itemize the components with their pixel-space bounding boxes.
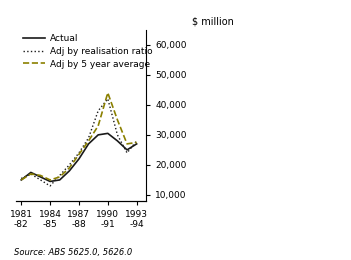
- Actual: [67, 169, 72, 172]
- Adj by realisation ratio: [67, 163, 72, 166]
- Actual: [106, 132, 110, 135]
- Adj by realisation ratio: [86, 136, 91, 139]
- Adj by 5 year average: [29, 172, 33, 176]
- Adj by 5 year average: [19, 178, 23, 181]
- Actual: [115, 139, 120, 142]
- Legend: Actual, Adj by realisation ratio, Adj by 5 year average: Actual, Adj by realisation ratio, Adj by…: [21, 32, 154, 70]
- Adj by 5 year average: [106, 91, 110, 94]
- Adj by 5 year average: [58, 176, 62, 179]
- Adj by 5 year average: [77, 153, 81, 156]
- Actual: [19, 178, 23, 181]
- Adj by realisation ratio: [38, 178, 42, 181]
- Adj by 5 year average: [38, 174, 42, 177]
- Line: Actual: Actual: [21, 133, 137, 181]
- Adj by realisation ratio: [125, 151, 129, 154]
- Adj by realisation ratio: [19, 177, 23, 180]
- Adj by 5 year average: [96, 124, 100, 127]
- Adj by 5 year average: [86, 139, 91, 142]
- Actual: [77, 157, 81, 160]
- Line: Adj by 5 year average: Adj by 5 year average: [21, 93, 137, 180]
- Adj by realisation ratio: [134, 139, 139, 142]
- Adj by realisation ratio: [77, 151, 81, 154]
- Adj by realisation ratio: [29, 172, 33, 176]
- Actual: [38, 176, 42, 179]
- Adj by realisation ratio: [48, 184, 52, 187]
- Actual: [96, 133, 100, 136]
- Adj by 5 year average: [48, 178, 52, 181]
- Adj by realisation ratio: [106, 97, 110, 100]
- Line: Adj by realisation ratio: Adj by realisation ratio: [21, 99, 137, 186]
- Adj by realisation ratio: [115, 133, 120, 136]
- Adj by 5 year average: [125, 142, 129, 145]
- Actual: [29, 171, 33, 174]
- Adj by realisation ratio: [58, 174, 62, 177]
- Adj by 5 year average: [67, 166, 72, 170]
- Adj by realisation ratio: [96, 109, 100, 112]
- Actual: [134, 142, 139, 145]
- Adj by 5 year average: [134, 141, 139, 144]
- Actual: [58, 178, 62, 181]
- Actual: [86, 142, 91, 145]
- Adj by 5 year average: [115, 118, 120, 121]
- Y-axis label: $ million: $ million: [192, 16, 233, 26]
- Actual: [48, 180, 52, 183]
- Text: Source: ABS 5625.0, 5626.0: Source: ABS 5625.0, 5626.0: [14, 248, 132, 257]
- Actual: [125, 148, 129, 152]
